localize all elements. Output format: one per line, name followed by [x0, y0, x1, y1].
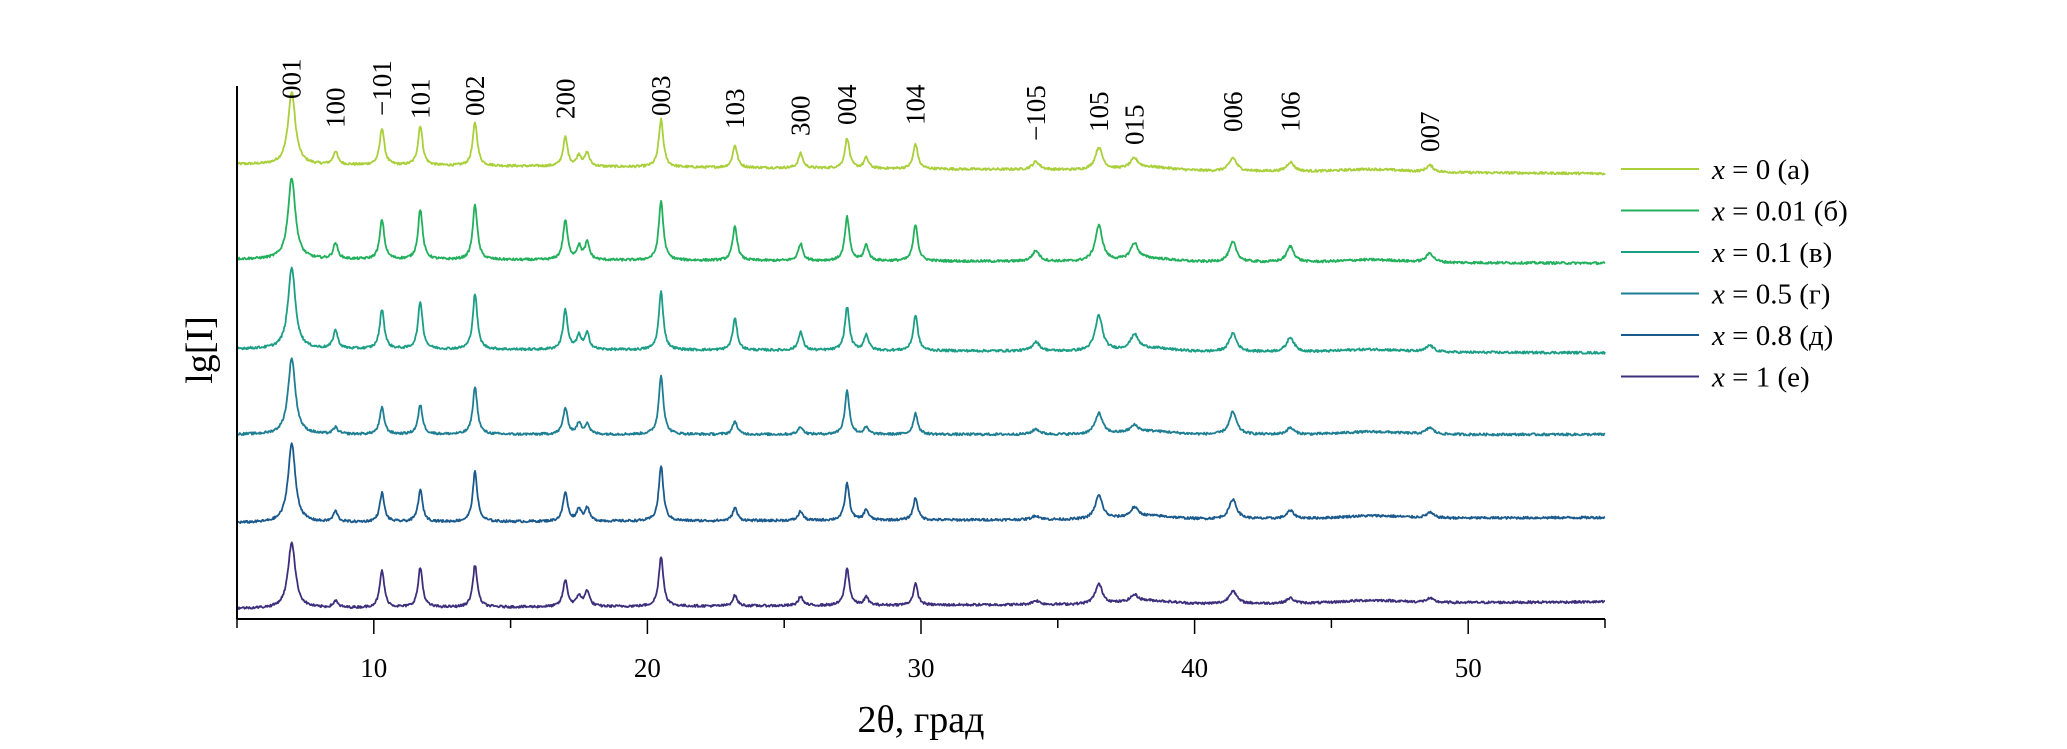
x-tick-label: 50 — [1455, 653, 1482, 683]
peak-label: 103 — [720, 89, 750, 130]
y-axis-label: lg[I] — [179, 316, 221, 384]
legend-label: x = 0 (а) — [1711, 154, 1810, 186]
x-tick-label: 40 — [1181, 653, 1208, 683]
legend-label: x = 0.8 (д) — [1711, 320, 1833, 352]
peak-label: 015 — [1119, 105, 1149, 146]
peak-label: 004 — [832, 84, 862, 125]
peak-labels: 001 100 −101 101 002 200 003 103 300 004 104 −105 10… — [277, 59, 1445, 153]
x-tick-label: 20 — [634, 653, 661, 683]
peak-label: 104 — [901, 84, 931, 125]
peak-label: 200 — [550, 79, 580, 120]
peak-label: 100 — [320, 88, 350, 129]
series-layer — [236, 91, 1606, 610]
peak-label: 106 — [1275, 92, 1305, 133]
x-ticks: 10 20 30 40 50 — [236, 619, 1606, 683]
peak-label: 105 — [1084, 92, 1114, 133]
series-line-1 — [236, 177, 1606, 266]
peak-label: 007 — [1415, 112, 1445, 153]
series-line-5 — [236, 541, 1606, 610]
peak-label: 003 — [646, 76, 676, 117]
legend-item: x = 0 (а) — [1621, 154, 1810, 186]
x-tick-label: 10 — [360, 653, 387, 683]
legend-item: x = 0.1 (в) — [1621, 237, 1832, 269]
series-line-2 — [236, 266, 1606, 355]
peak-label: −105 — [1021, 85, 1051, 141]
legend-label: x = 0.01 (б) — [1711, 196, 1848, 228]
peak-label: 002 — [460, 76, 490, 117]
x-tick-label: 30 — [908, 653, 935, 683]
peak-label: −101 — [367, 60, 397, 116]
legend-item: x = 0.5 (г) — [1621, 279, 1830, 311]
x-axis-label: 2θ, град — [858, 699, 985, 741]
peak-label: 101 — [405, 79, 435, 120]
peak-label: 001 — [277, 59, 307, 100]
series-line-0 — [236, 91, 1606, 176]
legend-item: x = 0.01 (б) — [1621, 196, 1848, 228]
legend-item: x = 0.8 (д) — [1621, 320, 1833, 352]
legend: x = 0 (а) x = 0.01 (б) x = 0.1 (в) x = 0.5 … — [1621, 154, 1848, 394]
legend-label: x = 0.1 (в) — [1711, 237, 1832, 269]
legend-label: x = 0.5 (г) — [1711, 279, 1830, 311]
legend-item: x = 1 (е) — [1621, 362, 1810, 394]
legend-label: x = 1 (е) — [1711, 362, 1810, 394]
series-line-4 — [236, 442, 1606, 524]
peak-label: 300 — [786, 96, 816, 137]
series-line-3 — [236, 357, 1606, 437]
peak-label: 006 — [1218, 92, 1248, 133]
